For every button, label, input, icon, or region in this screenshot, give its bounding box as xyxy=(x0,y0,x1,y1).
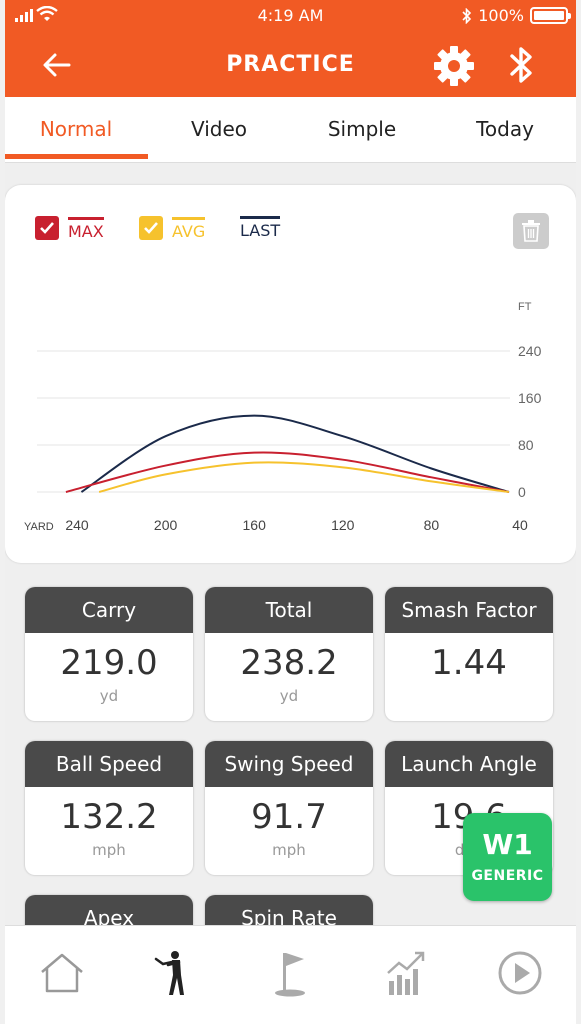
stat-value: 219.0 xyxy=(60,643,158,683)
stat-tile-ball-speed[interactable]: Ball Speed 132.2 mph xyxy=(25,741,193,875)
bluetooth-status-icon xyxy=(462,7,472,24)
series-line-last xyxy=(80,414,510,493)
status-bar: 4:19 AM 100% xyxy=(5,0,576,32)
club-name: GENERIC xyxy=(471,868,544,884)
x-tick-label: 40 xyxy=(512,517,528,533)
back-arrow-icon[interactable] xyxy=(41,50,73,80)
legend-avg-label: AVG xyxy=(172,216,206,240)
battery-percent: 100% xyxy=(478,6,524,25)
stat-label: Carry xyxy=(25,587,193,633)
tab-bar: Normal Video Simple Today xyxy=(5,97,576,163)
x-tick-label: 160 xyxy=(243,517,267,533)
stat-tile-total[interactable]: Total 238.2 yd xyxy=(205,587,373,721)
status-time: 4:19 AM xyxy=(257,6,324,25)
golf-flag-icon[interactable] xyxy=(265,948,315,998)
stat-value: 91.7 xyxy=(251,797,327,837)
stat-value: 132.2 xyxy=(60,797,158,837)
bottom-nav-bar xyxy=(5,925,576,1024)
stat-tile-smash-factor[interactable]: Smash Factor 1.44 xyxy=(385,587,553,721)
app-screen: 4:19 AM 100% PRACTICE xyxy=(5,0,576,1024)
stat-unit: yd xyxy=(279,687,299,705)
series-line-avg xyxy=(98,461,510,493)
play-icon[interactable] xyxy=(495,948,545,998)
y-axis-label: FT xyxy=(518,301,532,313)
trajectory-chart-card: MAX AVG LAST 240 160 80 0 FT 240 200 160 120 80 40… xyxy=(5,185,576,563)
x-tick-label: 200 xyxy=(154,517,178,533)
tab-today[interactable]: Today xyxy=(476,117,534,141)
legend-max-label: MAX xyxy=(68,216,104,240)
battery-icon xyxy=(530,7,571,24)
x-tick-label: 80 xyxy=(424,517,440,533)
y-tick-label: 160 xyxy=(518,390,542,406)
avg-checkbox-icon[interactable] xyxy=(139,216,163,240)
legend-max[interactable]: MAX xyxy=(35,216,104,240)
y-tick-label: 240 xyxy=(518,343,542,359)
stat-label: Launch Angle xyxy=(385,741,553,787)
tab-simple[interactable]: Simple xyxy=(327,117,397,141)
club-code: W1 xyxy=(482,828,533,861)
x-tick-label: 120 xyxy=(331,517,355,533)
trash-icon[interactable] xyxy=(513,213,549,249)
club-badge[interactable]: W1 GENERIC xyxy=(463,813,552,901)
stat-value: 1.44 xyxy=(431,643,507,683)
x-axis-label: YARD xyxy=(24,521,54,533)
x-tick-label: 240 xyxy=(65,517,89,533)
home-icon[interactable] xyxy=(37,948,87,998)
trajectory-chart: 240 160 80 0 FT 240 200 160 120 80 40 YARD xyxy=(24,301,542,533)
stat-label: Ball Speed xyxy=(25,741,193,787)
stat-tile-carry[interactable]: Carry 219.0 yd xyxy=(25,587,193,721)
stat-label: Smash Factor xyxy=(385,587,553,633)
stat-value: 238.2 xyxy=(240,643,338,683)
signal-wifi xyxy=(15,6,58,22)
stat-unit: mph xyxy=(92,841,126,859)
y-tick-label: 0 xyxy=(518,484,526,500)
header-bar: PRACTICE xyxy=(5,32,576,97)
wifi-icon xyxy=(36,6,58,21)
series-line-max xyxy=(65,451,510,493)
y-tick-label: 80 xyxy=(518,437,534,453)
stat-tile-swing-speed[interactable]: Swing Speed 91.7 mph xyxy=(205,741,373,875)
stat-label: Total xyxy=(205,587,373,633)
stats-chart-icon[interactable] xyxy=(381,948,431,998)
legend-avg[interactable]: AVG xyxy=(139,216,206,240)
golfer-icon[interactable] xyxy=(148,948,198,998)
cell-signal-icon xyxy=(15,8,33,22)
settings-gear-icon[interactable] xyxy=(433,45,475,87)
stat-label: Swing Speed xyxy=(205,741,373,787)
status-right: 100% xyxy=(462,6,571,25)
legend-last[interactable]: LAST xyxy=(240,216,281,239)
max-checkbox-icon[interactable] xyxy=(35,216,59,240)
page-title: PRACTICE xyxy=(226,52,355,77)
legend-last-label: LAST xyxy=(240,216,281,239)
tab-video[interactable]: Video xyxy=(190,117,248,141)
stat-unit: yd xyxy=(99,687,119,705)
tab-normal[interactable]: Normal xyxy=(39,117,113,141)
stat-unit: mph xyxy=(272,841,306,859)
active-tab-indicator xyxy=(5,154,148,159)
bluetooth-icon[interactable] xyxy=(507,45,537,85)
